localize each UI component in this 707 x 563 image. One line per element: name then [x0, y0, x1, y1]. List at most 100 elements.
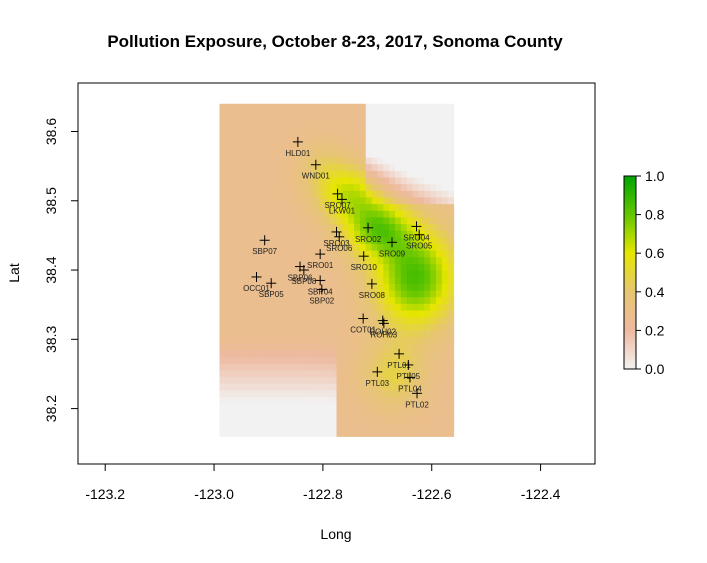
heatmap-cell	[283, 369, 291, 378]
heatmap-cell	[289, 383, 297, 391]
heatmap-cell	[430, 183, 437, 191]
heatmap-cell	[266, 183, 273, 191]
heatmap-cell	[336, 137, 343, 145]
heatmap-cell	[272, 117, 279, 125]
heatmap-cell	[359, 230, 367, 238]
heatmap-cell	[348, 263, 355, 271]
heatmap-cell	[260, 150, 267, 158]
heatmap-cell	[237, 323, 244, 331]
heatmap-cell	[400, 303, 408, 311]
heatmap-cell	[359, 303, 367, 311]
heatmap-cell	[406, 256, 414, 264]
heatmap-cell	[400, 170, 408, 178]
heatmap-cell	[242, 323, 250, 331]
heatmap-cell	[377, 183, 384, 191]
heatmap-cell	[266, 389, 273, 397]
heatmap-cell	[242, 316, 250, 324]
heatmap-cell	[412, 156, 419, 165]
heatmap-cell	[237, 216, 244, 225]
heatmap-cell	[389, 163, 396, 171]
heatmap-cell	[248, 343, 256, 351]
x-axis-label: Long	[320, 526, 351, 542]
heatmap-cell	[283, 389, 291, 397]
heatmap-cell	[424, 349, 431, 358]
heatmap-cell	[365, 363, 373, 371]
heatmap-cell	[441, 130, 449, 138]
heatmap-cell	[371, 369, 379, 378]
heatmap-cell	[365, 289, 373, 298]
station-label: LKW01	[329, 206, 356, 215]
heatmap-cell	[307, 343, 314, 351]
heatmap-cell	[359, 137, 367, 145]
heatmap-cell	[318, 243, 326, 251]
heatmap-cell	[278, 117, 285, 125]
heatmap-cell	[441, 110, 449, 118]
heatmap-cell	[283, 376, 291, 384]
heatmap-cell	[242, 429, 250, 437]
heatmap-cell	[254, 236, 262, 245]
heatmap-cell	[225, 196, 232, 205]
heatmap-cell	[348, 203, 355, 211]
heatmap-cell	[295, 190, 302, 198]
heatmap-cell	[260, 329, 267, 338]
heatmap-cell	[377, 429, 384, 437]
heatmap-cell	[348, 223, 355, 231]
heatmap-cell	[231, 403, 238, 411]
heatmap-cell	[266, 256, 273, 264]
heatmap-cell	[266, 163, 273, 171]
heatmap-cell	[313, 422, 320, 431]
heatmap-cell	[260, 422, 267, 431]
heatmap-cell	[242, 110, 250, 118]
heatmap-cell	[260, 210, 267, 218]
heatmap-cell	[441, 137, 449, 145]
heatmap-cell	[383, 216, 390, 225]
heatmap-cell	[354, 263, 361, 271]
heatmap-cell	[418, 163, 425, 171]
heatmap-cell	[295, 316, 302, 324]
heatmap-cell	[447, 422, 455, 431]
heatmap-cell	[289, 369, 297, 378]
heatmap-cell	[377, 309, 384, 318]
heatmap-cell	[237, 389, 244, 397]
heatmap-cell	[412, 256, 419, 264]
heatmap-cell	[447, 270, 455, 278]
heatmap-cell	[359, 409, 367, 417]
heatmap-cell	[295, 150, 302, 158]
heatmap-cell	[219, 349, 226, 358]
heatmap-cell	[330, 270, 338, 278]
chart-title: Pollution Exposure, October 8-23, 2017, …	[107, 32, 563, 51]
heatmap-cell	[324, 117, 332, 125]
heatmap-cell	[260, 316, 267, 324]
heatmap-cell	[383, 422, 390, 431]
heatmap-cell	[383, 236, 390, 245]
x-axis: -123.2 -123.0 -122.8 -122.6 -122.4	[85, 463, 561, 502]
heatmap-cell	[400, 143, 408, 151]
heatmap-cell	[371, 270, 379, 278]
heatmap-cell	[371, 276, 379, 284]
heatmap-cell	[237, 429, 244, 437]
heatmap-cell	[348, 137, 355, 145]
heatmap-cell	[342, 316, 349, 324]
heatmap-cell	[307, 210, 314, 218]
heatmap-cell	[430, 263, 437, 271]
heatmap-cell	[231, 196, 238, 205]
heatmap-cell	[395, 256, 402, 264]
heatmap-cell	[301, 216, 308, 225]
heatmap-cell	[441, 383, 449, 391]
heatmap-cell	[336, 336, 343, 344]
heatmap-cell	[301, 230, 308, 238]
heatmap-cell	[307, 256, 314, 264]
heatmap-cell	[342, 323, 349, 331]
heatmap-cell	[318, 183, 326, 191]
heatmap-cell	[278, 356, 285, 364]
heatmap-cell	[301, 329, 308, 338]
heatmap-cell	[324, 223, 332, 231]
heatmap-cell	[313, 336, 320, 344]
heatmap-cell	[324, 123, 332, 131]
heatmap-cell	[354, 236, 361, 245]
heatmap-cell	[307, 329, 314, 338]
heatmap-cell	[219, 376, 226, 384]
station-marker: PTL02	[405, 388, 429, 409]
y-tick-label: 38.2	[43, 395, 59, 422]
heatmap-cell	[371, 343, 379, 351]
